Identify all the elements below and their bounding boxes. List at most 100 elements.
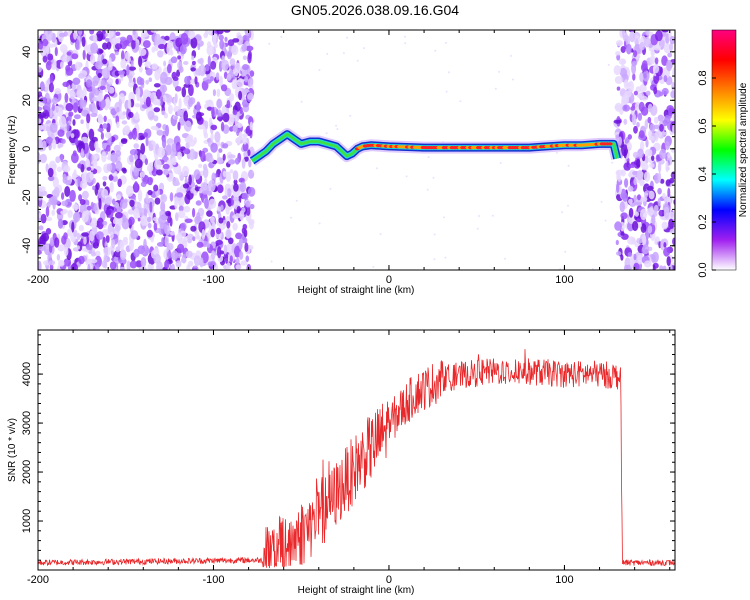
noise-speckle <box>82 86 87 99</box>
noise-speckle <box>38 66 42 73</box>
noise-speckle <box>631 62 637 75</box>
noise-speckle <box>655 30 663 42</box>
noise-speckle <box>45 136 54 144</box>
noise-speckle <box>161 110 166 116</box>
noise-speckle <box>183 110 188 122</box>
noise-speckle <box>72 212 81 223</box>
faint-speckle <box>567 204 569 207</box>
noise-speckle <box>129 260 137 269</box>
faint-speckle <box>336 128 339 130</box>
noise-speckle <box>131 39 136 50</box>
noise-speckle <box>154 159 162 170</box>
noise-speckle <box>212 89 216 97</box>
noise-speckle <box>103 115 107 123</box>
noise-speckle <box>217 116 224 121</box>
noise-speckle <box>623 79 629 90</box>
noise-speckle <box>51 103 56 112</box>
noise-speckle <box>56 166 63 173</box>
noise-speckle <box>145 96 151 108</box>
noise-speckle <box>137 245 146 255</box>
noise-speckle <box>632 171 638 176</box>
noise-speckle <box>614 221 622 231</box>
noise-speckle <box>190 187 195 194</box>
noise-speckle <box>42 38 49 47</box>
noise-speckle <box>195 230 200 240</box>
noise-speckle <box>74 39 80 50</box>
noise-speckle <box>63 246 69 257</box>
noise-speckle <box>236 35 244 46</box>
noise-speckle <box>45 163 49 173</box>
bottom-panel: -200 -100 0 100 1000 2000 3000 4000 Height of s… <box>7 329 676 596</box>
noise-speckle <box>129 149 138 156</box>
noise-speckle <box>86 79 93 88</box>
noise-speckle <box>642 244 650 255</box>
noise-speckle <box>216 88 221 98</box>
noise-speckle <box>58 259 65 267</box>
noise-speckle <box>87 263 91 270</box>
noise-speckle <box>219 75 223 88</box>
noise-speckle <box>97 115 104 125</box>
faint-speckle <box>404 35 406 38</box>
faint-speckle <box>498 70 501 73</box>
noise-speckle <box>222 124 230 134</box>
noise-speckle <box>88 128 95 141</box>
noise-speckles <box>38 30 675 270</box>
faint-speckle <box>318 222 321 225</box>
noise-speckle <box>188 139 196 147</box>
noise-speckle <box>145 79 150 85</box>
noise-speckle <box>96 217 104 230</box>
noise-speckle <box>664 114 671 124</box>
noise-speckle <box>89 30 95 35</box>
noise-speckle <box>210 60 217 70</box>
noise-speckle <box>620 231 625 236</box>
top-x-axis-label: Height of straight line (km) <box>298 285 415 296</box>
noise-speckle <box>147 176 153 186</box>
noise-speckle <box>238 90 243 101</box>
noise-speckle <box>134 112 140 120</box>
faint-speckle <box>611 161 614 164</box>
noise-speckle <box>234 213 241 219</box>
x-tick-label: -100 <box>202 274 224 286</box>
noise-speckle <box>637 254 644 265</box>
noise-speckle <box>636 237 643 244</box>
faint-speckle <box>600 200 603 203</box>
noise-speckle <box>38 124 44 131</box>
colorbar-tick-label: 0.0 <box>697 262 709 277</box>
noise-speckle <box>139 171 146 178</box>
signal-track <box>248 128 623 166</box>
noise-speckle <box>120 58 127 69</box>
noise-speckle <box>97 128 104 132</box>
noise-speckle <box>192 267 198 270</box>
noise-speckle <box>200 182 208 191</box>
faint-speckle <box>511 78 514 81</box>
noise-speckle <box>102 42 108 50</box>
noise-speckle <box>249 121 254 131</box>
noise-speckle <box>74 61 82 71</box>
noise-speckle <box>133 154 138 161</box>
noise-speckle <box>616 183 620 194</box>
snr-series-line <box>38 349 675 569</box>
noise-speckle <box>663 75 668 83</box>
noise-speckle <box>71 53 79 60</box>
x-tick-label: -200 <box>27 574 49 586</box>
noise-speckle <box>150 125 159 130</box>
noise-speckle <box>215 227 222 235</box>
noise-speckle <box>228 237 234 245</box>
noise-speckle <box>177 109 183 117</box>
y-tick-label: 0 <box>21 146 33 152</box>
noise-speckle <box>38 106 43 111</box>
noise-speckle <box>164 35 170 41</box>
noise-speckle <box>162 163 170 170</box>
noise-speckle <box>131 128 138 140</box>
noise-speckle <box>245 45 254 52</box>
colorbar-tick-label: 0.6 <box>697 118 709 133</box>
noise-speckle <box>51 209 56 216</box>
noise-speckle <box>645 30 650 36</box>
noise-speckle <box>159 210 165 216</box>
noise-speckle <box>218 217 224 224</box>
noise-speckle <box>89 230 95 242</box>
noise-speckle <box>620 254 624 261</box>
noise-speckle <box>177 243 185 253</box>
noise-speckle <box>634 201 642 206</box>
